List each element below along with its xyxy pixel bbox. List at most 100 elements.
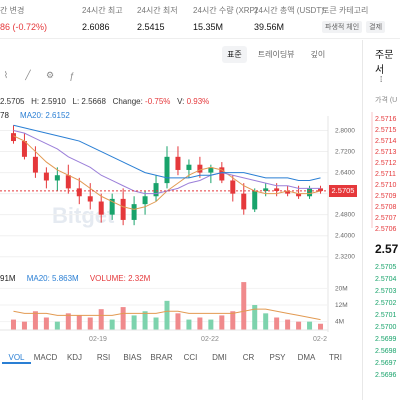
stat-24h-turnover: 24시간 총액 (USDT) 39.56M — [254, 5, 324, 32]
indicator-icon[interactable]: ƒ — [69, 70, 75, 81]
candle-body — [54, 175, 60, 181]
candle-body — [10, 133, 16, 142]
volume-bar — [296, 321, 302, 330]
price-chart[interactable]: 2.80002.72002.64002.56002.48002.40002.32… — [0, 0, 362, 400]
candle-body — [109, 198, 115, 215]
bid-price-row[interactable]: 2.5696 — [375, 372, 397, 379]
tab-tradingview[interactable]: 트레이딩뷰 — [257, 50, 295, 59]
candle-body — [241, 193, 247, 210]
stat-24h-high: 24시간 최고 2.6086 — [82, 5, 123, 32]
indicator-tab-dma[interactable]: DMA — [297, 353, 316, 362]
volume-tick-label: 4M — [335, 319, 344, 326]
ask-price-row[interactable]: 2.5710 — [375, 182, 397, 189]
indicator-tab-brar[interactable]: BRAR — [150, 353, 173, 362]
time-tick-label: 02-19 — [89, 336, 107, 343]
candle-body — [164, 156, 170, 184]
order-book-filter-icon[interactable]: ⁞ — [380, 75, 383, 84]
current-price-tag: 2.5705 — [329, 184, 357, 197]
time-tick-label: 02-2 — [313, 336, 327, 343]
volume-bar — [131, 315, 137, 330]
ask-price-row[interactable]: 2.5709 — [375, 193, 397, 200]
bid-price-row[interactable]: 2.5703 — [375, 288, 397, 295]
candle-body — [307, 188, 313, 197]
candle-body — [296, 193, 302, 197]
volume-bar — [241, 282, 247, 330]
ohlc-high-label: H: — [31, 97, 40, 106]
ohlc-change: -0.75% — [145, 97, 171, 106]
category-tag[interactable]: 결제 — [366, 21, 386, 33]
price-tick-label: 2.7200 — [335, 149, 355, 156]
volume-bar — [230, 311, 236, 330]
ask-price-row[interactable]: 2.5714 — [375, 138, 397, 145]
order-book-price-header: 가격 (U — [375, 97, 398, 104]
indicator-tab-dmi[interactable]: DMI — [212, 353, 227, 362]
bid-price-row[interactable]: 2.5698 — [375, 348, 397, 355]
ask-price-row[interactable]: 2.5715 — [375, 127, 397, 134]
bid-price-row[interactable]: 2.5701 — [375, 312, 397, 319]
ask-price-row[interactable]: 2.5708 — [375, 204, 397, 211]
chart-type-icon[interactable]: ⌇ — [3, 70, 9, 80]
chart-view-tabs: 표준 트레이딩뷰 깊이 — [222, 46, 330, 63]
volume-bar — [76, 315, 82, 330]
stat-label: 24시간 최저 — [137, 6, 178, 15]
volume-bar — [252, 305, 258, 330]
stat-value: 2.5415 — [137, 22, 165, 32]
stat-label: 24시간 수량 (XRP) — [193, 6, 258, 15]
panel-divider — [362, 40, 363, 400]
indicator-tab-psy[interactable]: PSY — [269, 353, 286, 362]
ma-legend: 78 MA20: 2.6152 — [0, 111, 70, 120]
bid-price-row[interactable]: 2.5702 — [375, 300, 397, 307]
bid-price-row[interactable]: 2.5704 — [375, 276, 397, 283]
volume-bar — [175, 313, 181, 330]
volume-bar — [120, 307, 126, 330]
ask-depth-bar — [371, 112, 373, 228]
stat-label: 24시간 최고 — [82, 6, 123, 15]
candle-body — [76, 188, 82, 197]
bid-price-row[interactable]: 2.5705 — [375, 264, 397, 271]
volume-bar — [208, 319, 214, 330]
volume-bar — [164, 300, 170, 330]
tab-standard[interactable]: 표준 — [222, 46, 247, 63]
candle-body — [208, 167, 214, 173]
price-tick-label: 2.4000 — [335, 233, 355, 240]
indicator-tab-bias[interactable]: BIAS — [123, 353, 142, 362]
bid-price-row[interactable]: 2.5697 — [375, 360, 397, 367]
candle-body — [65, 175, 71, 189]
volume-bar — [307, 321, 313, 330]
ask-price-row[interactable]: 2.5706 — [375, 226, 397, 233]
bid-price-row[interactable]: 2.5700 — [375, 324, 397, 331]
token-category-label: 토큰 카테고리 — [322, 6, 369, 15]
category-tag[interactable]: 파생적 체인 — [322, 21, 363, 33]
market-stats-bar: 간 변경 86 (-0.72%) 24시간 최고 2.6086 24시간 최저 … — [0, 0, 400, 39]
volume-value: VOLUME: 2.32M — [89, 274, 151, 283]
ohlc-open: 2.5705 — [0, 97, 25, 106]
volume-bar — [98, 309, 104, 330]
candle-body — [274, 188, 280, 191]
indicator-tab-rsi[interactable]: RSI — [96, 353, 111, 362]
ohlc-v-label: V: — [177, 97, 185, 106]
volume-bar — [109, 319, 115, 330]
indicator-tab-cci[interactable]: CCI — [183, 353, 198, 362]
volume-bar — [43, 317, 49, 330]
stat-label: 24시간 총액 (USDT) — [254, 6, 324, 15]
ask-price-row[interactable]: 2.5712 — [375, 160, 397, 167]
stat-value: 15.35M — [193, 22, 224, 32]
bid-price-row[interactable]: 2.5699 — [375, 336, 397, 343]
ask-price-row[interactable]: 2.5707 — [375, 215, 397, 222]
indicator-tab-cr[interactable]: CR — [242, 353, 255, 362]
draw-line-icon[interactable]: ╱ — [25, 70, 31, 80]
indicator-tab-tri[interactable]: TRI — [329, 353, 342, 362]
ask-price-row[interactable]: 2.5716 — [375, 116, 397, 123]
ask-price-row[interactable]: 2.5711 — [375, 171, 396, 178]
candle-body — [43, 172, 49, 181]
volume-bar — [21, 321, 27, 330]
indicator-tab-macd[interactable]: MACD — [33, 353, 58, 362]
volume-bar — [65, 313, 71, 330]
ask-price-row[interactable]: 2.5713 — [375, 149, 397, 156]
stat-label: 간 변경 — [0, 6, 25, 15]
indicator-tab-vol[interactable]: VOL — [2, 353, 31, 364]
indicator-tab-kdj[interactable]: KDJ — [66, 353, 83, 362]
tab-depth[interactable]: 깊이 — [310, 50, 326, 59]
order-book-title[interactable]: 주문서 — [375, 50, 394, 76]
settings-icon[interactable]: ⚙ — [45, 70, 55, 80]
